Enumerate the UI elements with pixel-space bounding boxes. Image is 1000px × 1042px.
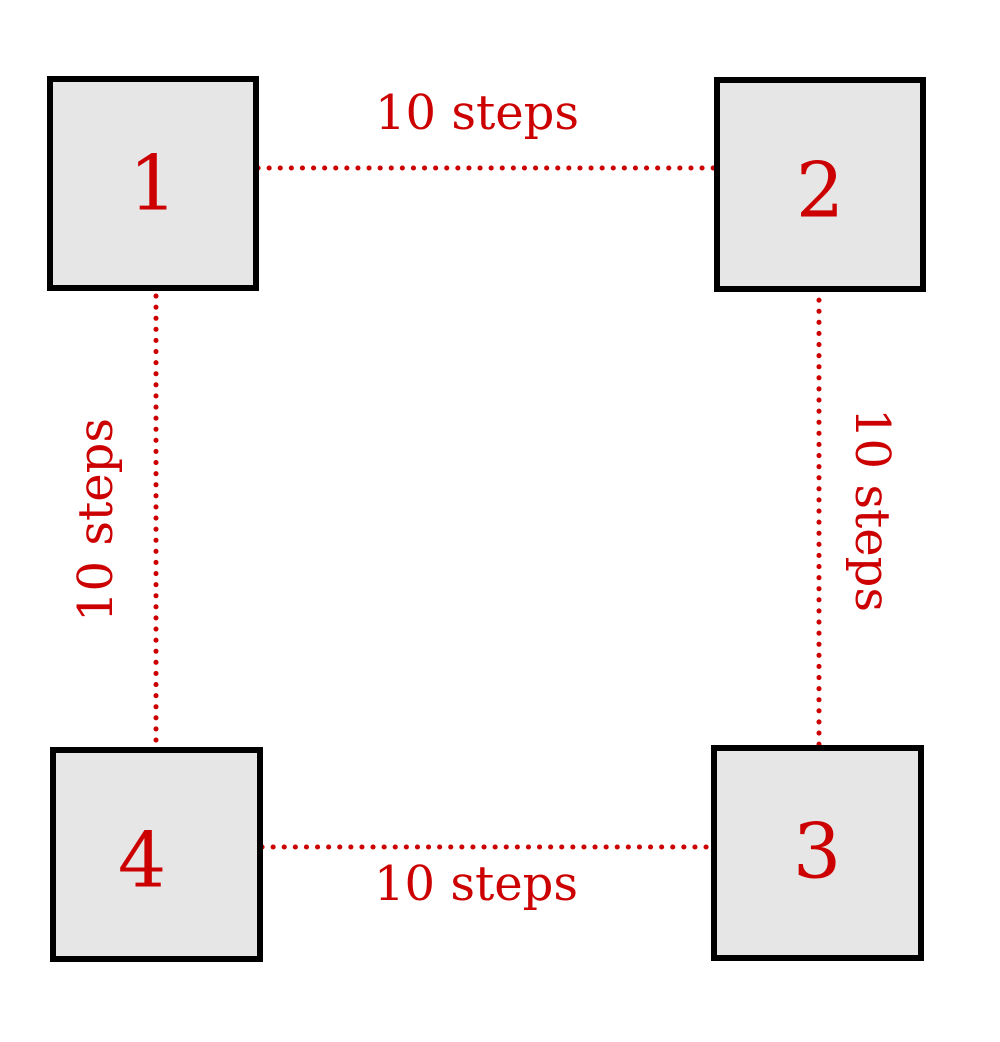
node-3-box	[711, 745, 924, 961]
node-4-box	[50, 747, 263, 962]
node-2-label: 2	[796, 146, 844, 235]
edge-1-4-label: 10 steps	[68, 418, 124, 622]
node-4: 4	[50, 747, 263, 962]
node-1: 1	[47, 76, 259, 291]
node-3-label: 3	[793, 807, 841, 896]
node-2: 2	[714, 77, 926, 292]
node-4-label: 4	[118, 816, 166, 905]
node-2-box	[714, 77, 926, 292]
edge-4-3-label: 10 steps	[374, 856, 578, 912]
edge-2-3-label: 10 steps	[844, 408, 900, 612]
edge-1-2-label: 10 steps	[375, 85, 579, 141]
node-1-label: 1	[129, 139, 177, 228]
node-1-box	[47, 76, 259, 291]
node-3: 3	[711, 745, 924, 961]
